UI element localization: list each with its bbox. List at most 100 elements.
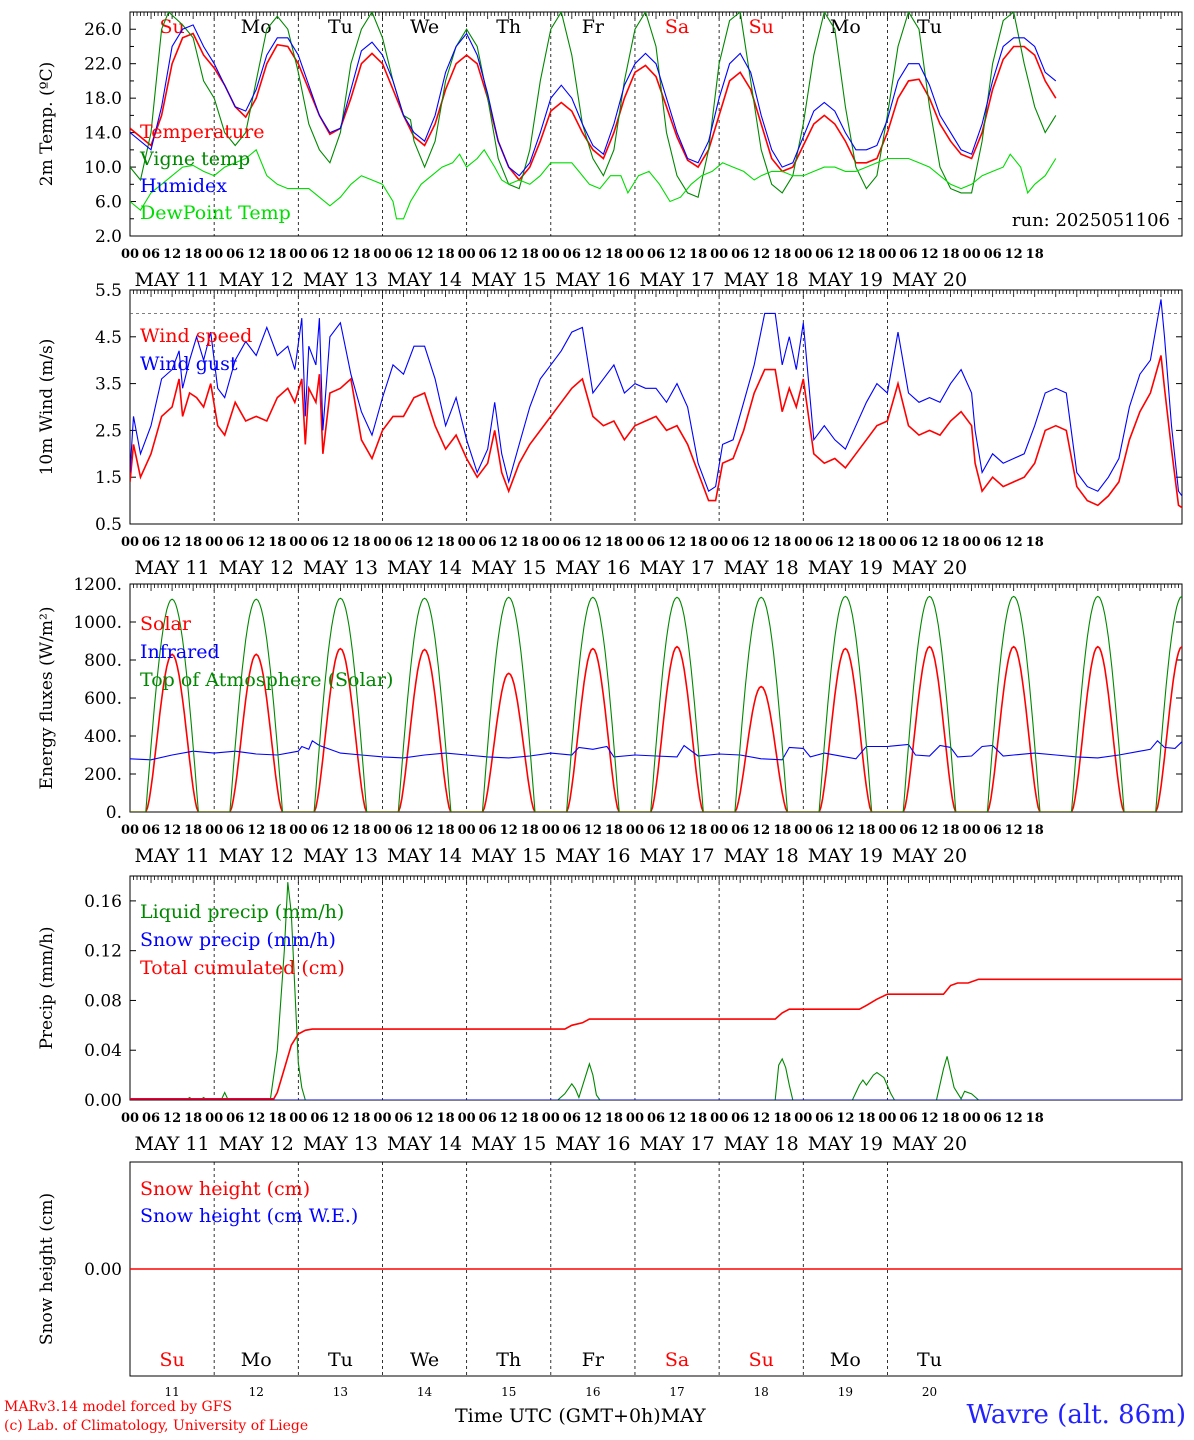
x-hour-label: 00 <box>121 823 139 838</box>
x-hour-label: 00 <box>373 247 391 262</box>
day-number-label: 12 <box>249 1385 264 1399</box>
x-hour-label: 12 <box>416 535 434 550</box>
panel-snow: 0.00 Snow height (cm) Su 11 Mo 12 Tu 13 We 14 Th 15… <box>37 1161 1183 1399</box>
footer-month: MAY <box>660 1405 706 1427</box>
x-date-label: MAY 15 <box>471 557 546 579</box>
day-abbr-label: Sa <box>665 16 689 38</box>
x-hour-label: 00 <box>794 1111 812 1126</box>
x-hour-label: 18 <box>1026 823 1044 838</box>
x-hour-label: 00 <box>205 535 223 550</box>
y-tick-label: 18.0 <box>84 89 122 109</box>
x-date-label: MAY 13 <box>303 269 378 291</box>
y-tick-label: 1.5 <box>95 468 122 488</box>
x-date-label: MAY 20 <box>892 1133 967 1155</box>
x-hour-label: 00 <box>373 823 391 838</box>
x-hour-label: 18 <box>437 535 455 550</box>
x-hour-label: 12 <box>247 1111 265 1126</box>
x-hour-label: 18 <box>184 535 202 550</box>
x-hour-label: 12 <box>500 247 518 262</box>
x-hour-label: 12 <box>584 823 602 838</box>
x-date-label: MAY 12 <box>219 845 294 867</box>
x-hour-label: 06 <box>226 823 244 838</box>
x-hour-label: 18 <box>942 823 960 838</box>
x-hour-label: 06 <box>310 1111 328 1126</box>
x-hour-label: 06 <box>899 823 917 838</box>
y-tick-label: 0.16 <box>84 892 122 912</box>
x-date-label: MAY 11 <box>134 845 209 867</box>
x-hour-label: 18 <box>352 247 370 262</box>
x-hour-label: 00 <box>458 1111 476 1126</box>
y-tick-label: 0.08 <box>84 991 122 1011</box>
day-abbr-label: We <box>410 1349 439 1371</box>
y-tick-label: 0.5 <box>95 515 122 535</box>
x-hour-label: 06 <box>731 1111 749 1126</box>
x-hour-label: 18 <box>184 823 202 838</box>
y-axis-title: Energy fluxes (W/m²) <box>37 607 57 790</box>
x-date-label: MAY 14 <box>387 1133 462 1155</box>
y-tick-label: 5.5 <box>95 281 122 301</box>
x-hour-label: 06 <box>479 535 497 550</box>
legend-entry: Temperature <box>140 121 264 143</box>
day-abbr-label: Su <box>749 16 774 38</box>
x-hour-label: 18 <box>521 1111 539 1126</box>
x-hour-label: 00 <box>542 247 560 262</box>
x-date-label: MAY 17 <box>639 845 714 867</box>
y-tick-label: 0.04 <box>84 1041 122 1061</box>
x-hour-label: 12 <box>752 1111 770 1126</box>
x-hour-label: 06 <box>142 823 160 838</box>
x-date-label: MAY 17 <box>639 269 714 291</box>
x-hour-label: 06 <box>899 247 917 262</box>
x-hour-label: 06 <box>142 247 160 262</box>
y-tick-label: 2.0 <box>95 227 122 247</box>
meteogram: 2.0 6.0 10.0 14.0 18.0 22.0 26.0 2m Temp. (ºC) 0… <box>37 11 1183 1399</box>
y-tick-label: 2.5 <box>95 421 122 441</box>
x-hour-label: 18 <box>605 823 623 838</box>
legend-entry: Vigne temp <box>139 148 250 170</box>
x-hour-label: 06 <box>479 247 497 262</box>
x-date-label: MAY 13 <box>303 845 378 867</box>
x-hour-label: 12 <box>668 247 686 262</box>
x-hour-label: 18 <box>352 535 370 550</box>
run-label: run: 2025051106 <box>1012 210 1170 231</box>
x-hour-label: 00 <box>878 823 896 838</box>
x-hour-label: 18 <box>521 535 539 550</box>
x-date-label: MAY 16 <box>555 845 630 867</box>
day-abbr-label: Tu <box>328 16 353 38</box>
day-abbr-label: Tu <box>917 1349 942 1371</box>
x-hour-label: 18 <box>352 823 370 838</box>
x-hour-label: 18 <box>268 1111 286 1126</box>
x-hour-label: 12 <box>668 1111 686 1126</box>
station-name: Wavre (alt. 86m) <box>966 1400 1186 1430</box>
x-hour-label: 18 <box>857 1111 875 1126</box>
x-hour-label: 18 <box>689 1111 707 1126</box>
x-hour-label: 12 <box>752 823 770 838</box>
x-hour-label: 00 <box>458 823 476 838</box>
x-date-label: MAY 12 <box>219 269 294 291</box>
x-date-label: MAY 19 <box>808 269 883 291</box>
x-hour-label: 12 <box>331 823 349 838</box>
y-tick-label: 0.12 <box>84 942 122 962</box>
x-hour-label: 18 <box>773 247 791 262</box>
x-date-label: MAY 20 <box>892 845 967 867</box>
x-hour-label: 18 <box>184 1111 202 1126</box>
x-hour-label: 06 <box>899 535 917 550</box>
x-date-label: MAY 11 <box>134 269 209 291</box>
x-date-label: MAY 18 <box>724 845 799 867</box>
x-hour-label: 06 <box>310 535 328 550</box>
y-tick-label: 1000. <box>73 613 122 633</box>
x-hour-label: 12 <box>500 1111 518 1126</box>
x-hour-label: 18 <box>605 247 623 262</box>
x-hour-label: 06 <box>731 823 749 838</box>
y-axis-title: 2m Temp. (ºC) <box>37 62 57 187</box>
x-hour-label: 00 <box>794 247 812 262</box>
day-abbr-label: Tu <box>328 1349 353 1371</box>
series-line-precip-0 <box>130 882 1182 1100</box>
x-hour-label: 06 <box>142 1111 160 1126</box>
legend-entry: DewPoint Temp <box>140 202 291 224</box>
x-hour-label: 06 <box>731 535 749 550</box>
day-number-label: 16 <box>585 1385 600 1399</box>
day-abbr-label: Fr <box>582 1349 605 1371</box>
x-hour-label: 18 <box>857 823 875 838</box>
x-hour-label: 06 <box>899 1111 917 1126</box>
